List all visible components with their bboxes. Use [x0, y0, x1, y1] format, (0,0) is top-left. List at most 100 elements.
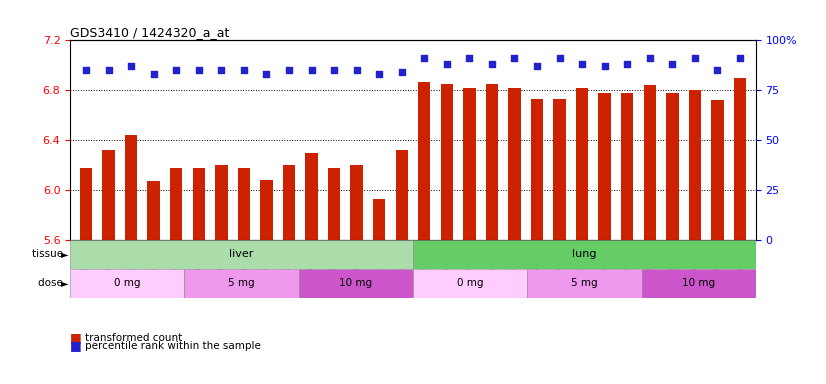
- Text: GSM326961: GSM326961: [623, 243, 632, 289]
- Text: 0 mg: 0 mg: [457, 278, 483, 288]
- Text: liver: liver: [230, 249, 254, 260]
- Text: GDS3410 / 1424320_a_at: GDS3410 / 1424320_a_at: [70, 26, 230, 39]
- Text: GSM326970: GSM326970: [375, 243, 383, 290]
- Text: GSM326954: GSM326954: [194, 243, 203, 290]
- Point: [79, 67, 93, 73]
- Bar: [260, 180, 273, 240]
- Point: [305, 67, 318, 73]
- Text: ►: ►: [61, 278, 69, 288]
- Point: [350, 67, 363, 73]
- Text: GSM326950: GSM326950: [150, 243, 158, 290]
- Point: [486, 61, 499, 67]
- Bar: [350, 165, 363, 240]
- Text: GSM326966: GSM326966: [330, 243, 339, 290]
- Text: 10 mg: 10 mg: [339, 278, 373, 288]
- Text: ■: ■: [70, 339, 82, 352]
- Bar: [733, 78, 746, 240]
- Text: 0 mg: 0 mg: [114, 278, 140, 288]
- Bar: [508, 88, 520, 240]
- Text: GSM326948: GSM326948: [126, 243, 135, 289]
- Point: [215, 67, 228, 73]
- Text: ►: ►: [61, 249, 69, 260]
- Bar: [576, 88, 588, 240]
- Text: GSM326943: GSM326943: [420, 243, 429, 290]
- Bar: [413, 269, 527, 298]
- Text: GSM326957: GSM326957: [577, 243, 586, 290]
- Bar: [621, 93, 634, 240]
- Point: [530, 63, 544, 70]
- Bar: [148, 181, 160, 240]
- Text: tissue: tissue: [31, 249, 66, 260]
- Text: GSM326962: GSM326962: [284, 243, 293, 289]
- Text: GSM326968: GSM326968: [352, 243, 361, 289]
- Bar: [711, 100, 724, 240]
- Bar: [689, 90, 701, 240]
- Point: [169, 67, 183, 73]
- Point: [643, 55, 657, 61]
- Text: GSM326945: GSM326945: [443, 243, 451, 290]
- Point: [553, 55, 566, 61]
- Text: GSM326967: GSM326967: [691, 243, 700, 290]
- Point: [688, 55, 701, 61]
- Point: [282, 67, 296, 73]
- Point: [125, 63, 138, 70]
- Bar: [80, 168, 93, 240]
- Text: GSM326951: GSM326951: [510, 243, 519, 289]
- Point: [711, 67, 724, 73]
- Point: [102, 67, 115, 73]
- Bar: [440, 84, 453, 240]
- Bar: [70, 269, 184, 298]
- Bar: [70, 240, 413, 269]
- Text: ■: ■: [70, 331, 82, 344]
- Text: GSM326959: GSM326959: [601, 243, 610, 290]
- Bar: [373, 199, 386, 240]
- Bar: [553, 99, 566, 240]
- Text: GSM326965: GSM326965: [668, 243, 676, 290]
- Bar: [463, 88, 476, 240]
- Point: [620, 61, 634, 67]
- Text: percentile rank within the sample: percentile rank within the sample: [85, 341, 261, 351]
- Bar: [125, 135, 137, 240]
- Text: GSM326947: GSM326947: [465, 243, 474, 290]
- Bar: [396, 150, 408, 240]
- Point: [373, 71, 386, 77]
- Point: [576, 61, 589, 67]
- Point: [147, 71, 160, 77]
- Point: [192, 67, 206, 73]
- Bar: [642, 269, 756, 298]
- Text: GSM326963: GSM326963: [645, 243, 654, 290]
- Text: 5 mg: 5 mg: [571, 278, 598, 288]
- Text: GSM326944: GSM326944: [82, 243, 91, 290]
- Bar: [413, 240, 756, 269]
- Text: GSM326946: GSM326946: [104, 243, 113, 290]
- Point: [237, 67, 250, 73]
- Bar: [170, 168, 183, 240]
- Bar: [238, 168, 250, 240]
- Point: [508, 55, 521, 61]
- Point: [395, 69, 408, 75]
- Bar: [643, 85, 656, 240]
- Text: GSM326972: GSM326972: [397, 243, 406, 289]
- Point: [598, 63, 611, 70]
- Text: GSM326953: GSM326953: [533, 243, 542, 290]
- Point: [418, 55, 431, 61]
- Text: GSM326956: GSM326956: [216, 243, 225, 290]
- Bar: [184, 269, 299, 298]
- Text: GSM326971: GSM326971: [735, 243, 744, 289]
- Text: 5 mg: 5 mg: [228, 278, 255, 288]
- Bar: [192, 168, 205, 240]
- Bar: [299, 269, 413, 298]
- Point: [733, 55, 747, 61]
- Bar: [306, 153, 318, 240]
- Bar: [599, 93, 611, 240]
- Point: [260, 71, 273, 77]
- Text: GSM326958: GSM326958: [240, 243, 249, 289]
- Bar: [328, 168, 340, 240]
- Bar: [527, 269, 642, 298]
- Text: GSM326955: GSM326955: [555, 243, 564, 290]
- Bar: [215, 165, 227, 240]
- Point: [463, 55, 476, 61]
- Text: lung: lung: [572, 249, 596, 260]
- Bar: [486, 84, 498, 240]
- Text: dose: dose: [38, 278, 66, 288]
